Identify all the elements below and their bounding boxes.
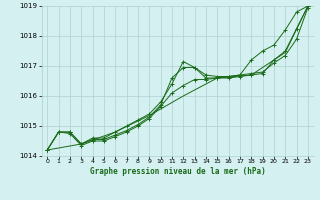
X-axis label: Graphe pression niveau de la mer (hPa): Graphe pression niveau de la mer (hPa) — [90, 167, 266, 176]
